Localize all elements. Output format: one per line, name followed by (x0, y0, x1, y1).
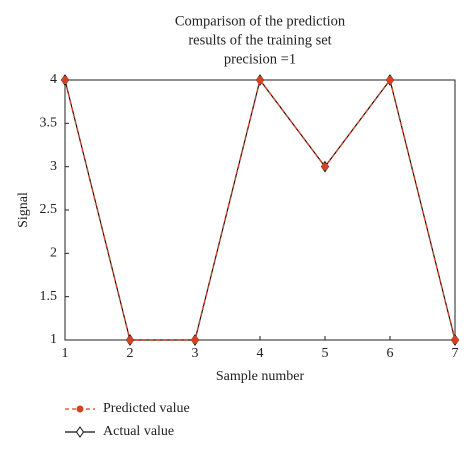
legend-marker (76, 405, 84, 413)
x-tick-label: 2 (127, 346, 134, 361)
chart-title: results of the training set (188, 32, 331, 48)
legend-label: Actual value (103, 424, 174, 439)
y-tick-label: 3 (50, 159, 57, 174)
point (191, 336, 199, 344)
y-tick-label: 2 (50, 246, 57, 261)
y-tick-label: 1.5 (40, 289, 58, 304)
y-tick-label: 4 (50, 72, 57, 87)
point (386, 76, 394, 84)
legend-label: Predicted value (103, 401, 190, 416)
legend-marker (75, 426, 85, 438)
y-axis-label: Signal (16, 192, 31, 228)
chart-title: Comparison of the prediction (175, 13, 346, 29)
series-line (64, 78, 456, 341)
x-tick-label: 3 (192, 346, 199, 361)
point (256, 76, 264, 84)
x-tick-label: 1 (62, 346, 69, 361)
x-axis-label: Sample number (216, 369, 305, 384)
x-tick-label: 7 (452, 346, 459, 361)
x-tick-label: 5 (322, 346, 329, 361)
y-tick-label: 2.5 (40, 202, 58, 217)
x-tick-label: 4 (257, 346, 264, 361)
point (451, 336, 459, 344)
x-tick-label: 6 (387, 346, 394, 361)
y-tick-label: 3.5 (40, 116, 58, 131)
plot-frame (64, 79, 456, 341)
point (321, 163, 329, 171)
point (61, 76, 69, 84)
series-line (64, 78, 456, 341)
chart-title: precision =1 (224, 51, 296, 67)
y-tick-label: 1 (50, 332, 57, 347)
point (126, 336, 134, 344)
